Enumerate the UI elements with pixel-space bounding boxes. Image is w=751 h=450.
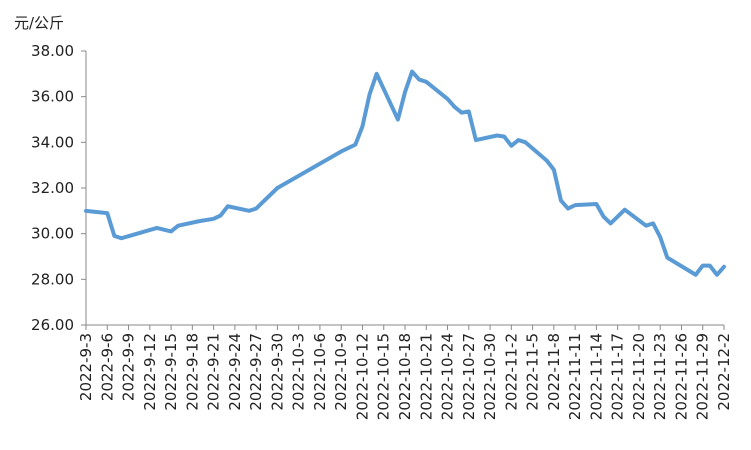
x-tick-label: 2022-10-6 [311,333,329,411]
y-tick-label: 36.00 [31,88,74,106]
x-tick-label: 2022-9-24 [226,333,244,411]
x-tick-label: 2022-11-29 [694,333,712,420]
x-tick-label: 2022-10-3 [290,333,308,411]
y-tick-label: 30.00 [31,225,74,243]
x-tick-label: 2022-11-14 [587,333,605,420]
line [84,69,726,277]
x-tick-label: 2022-10-18 [396,333,414,420]
y-axis-label: 元/公斤 [14,14,64,32]
x-tick-label: 2022-9-27 [247,333,265,411]
x-tick-label: 2022-11-11 [566,333,584,420]
x-tick-label: 2022-9-30 [268,333,286,411]
y-tick-label: 34.00 [31,133,74,151]
x-tick-label: 2022-12-2 [715,333,733,411]
x-tick-label: 2022-11-8 [545,333,563,411]
x-tick-label: 2022-11-26 [672,333,690,420]
x-tick-label: 2022-11-5 [524,333,542,411]
x-tick-label: 2022-9-6 [98,333,116,401]
x-tick-label: 2022-10-15 [375,333,393,420]
x-tick-label: 2022-11-23 [651,333,669,420]
x-tick-label: 2022-11-20 [630,333,648,420]
x-tick-label: 2022-11-2 [502,333,520,411]
x-tick-label: 2022-9-18 [183,333,201,411]
x-tick-label: 2022-10-21 [417,333,435,420]
x-tick-label: 2022-9-3 [77,333,95,401]
x-tick-label: 2022-10-9 [332,333,350,411]
y-tick-label: 32.00 [31,179,74,197]
x-tick-label: 2022-9-21 [205,333,223,411]
x-tick-label: 2022-9-15 [162,333,180,411]
x-tick-label: 2022-10-12 [353,333,371,420]
x-tick-label: 2022-11-17 [609,333,627,420]
x-tick-label: 2022-10-27 [460,333,478,420]
x-tick-label: 2022-9-9 [120,333,138,401]
y-tick-label: 38.00 [31,42,74,60]
x-tick-label: 2022-10-24 [439,333,457,420]
x-tick-label: 2022-9-12 [141,333,159,411]
y-tick-label: 26.00 [31,316,74,334]
y-tick-label: 28.00 [31,270,74,288]
x-tick-label: 2022-10-30 [481,333,499,420]
